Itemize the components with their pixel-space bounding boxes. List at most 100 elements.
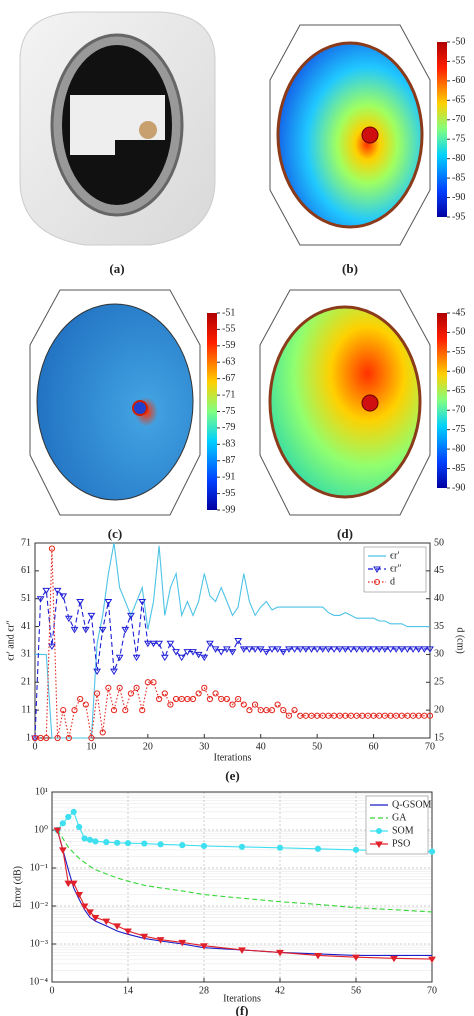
point-marker: [140, 933, 149, 941]
point-marker: [194, 651, 203, 659]
point-marker: [183, 649, 192, 656]
point-marker: [86, 909, 94, 916]
point-marker: [143, 640, 152, 648]
point-marker: [64, 880, 73, 888]
point-marker: [80, 903, 89, 910]
point-marker: [48, 643, 56, 651]
point-marker: [81, 835, 88, 842]
x-tick-label: 50: [312, 741, 322, 752]
point-marker: [76, 599, 85, 606]
x-tick-label: 30: [199, 741, 209, 752]
point-marker: [358, 646, 367, 653]
x-tick-label: 20: [143, 741, 153, 752]
colorbar-label: -75: [452, 424, 465, 435]
colorbar: [207, 313, 217, 510]
x-tick-label: 28: [199, 985, 209, 996]
point-marker: [87, 612, 96, 620]
point-marker: [71, 707, 78, 714]
point-marker: [414, 646, 423, 653]
point-marker: [376, 712, 383, 719]
point-marker: [318, 646, 327, 653]
colorbar-label: -65: [452, 95, 465, 106]
y-tick-label: 10⁻¹: [30, 862, 48, 873]
point-marker: [296, 646, 305, 653]
colorbar-label: -99: [222, 504, 235, 515]
point-marker: [386, 646, 395, 653]
colorbar-label: -55: [222, 324, 235, 335]
point-marker: [364, 646, 372, 653]
point-marker: [200, 943, 208, 950]
colorbar-label: -67: [222, 373, 235, 384]
point-marker: [102, 918, 111, 926]
point-marker: [276, 949, 284, 957]
point-marker: [211, 646, 220, 653]
colorbar-label: -80: [452, 443, 465, 454]
colorbar-label: -59: [222, 340, 235, 351]
point-marker: [53, 827, 62, 834]
point-marker: [403, 646, 412, 653]
colorbar-label: -55: [452, 56, 465, 67]
photo-device: [19, 11, 216, 246]
point-marker: [428, 848, 436, 855]
colorbar-label: -75: [452, 134, 465, 145]
x-tick-label: 60: [369, 741, 379, 752]
point-marker: [48, 545, 56, 552]
point-marker: [113, 923, 122, 930]
field-map-d: [259, 289, 431, 516]
point-marker: [238, 843, 246, 850]
point-marker: [121, 626, 130, 634]
point-marker: [157, 841, 164, 848]
point-marker: [59, 593, 68, 600]
panel-label: (d): [337, 526, 353, 541]
y-tick-label: 1: [26, 732, 31, 743]
point-marker: [217, 649, 226, 656]
panel-label: (b): [342, 261, 358, 276]
point-marker: [156, 695, 163, 703]
y-tick-label: 10⁻²: [30, 900, 48, 911]
point-marker: [352, 646, 361, 653]
point-marker: [262, 649, 271, 656]
point-marker: [58, 847, 67, 854]
colorbar-label: -83: [222, 439, 235, 450]
y-tick-label: 10¹: [35, 786, 48, 797]
colorbar-label: -63: [222, 357, 235, 368]
point-marker: [179, 842, 186, 849]
point-marker: [428, 956, 436, 964]
point-marker: [104, 599, 113, 606]
colorbar-label: -91: [222, 471, 235, 482]
point-marker: [307, 646, 316, 653]
point-marker: [256, 646, 265, 653]
y2-tick-label: 20: [434, 704, 444, 715]
colorbar-label: -45: [452, 307, 465, 318]
legend-marker: [373, 566, 381, 573]
colorbar-label: -80: [452, 153, 465, 164]
point-marker: [114, 839, 121, 846]
colorbar-label: -70: [452, 405, 465, 416]
point-marker: [201, 684, 208, 691]
colorbar: [437, 42, 447, 217]
legend-label: PSO: [392, 838, 410, 849]
point-marker: [245, 646, 254, 653]
point-marker: [426, 646, 434, 653]
y-tick-label: 21: [21, 677, 31, 688]
point-marker: [86, 836, 94, 843]
point-marker: [54, 734, 61, 742]
point-marker: [314, 952, 322, 960]
colorbar-label: -71: [222, 389, 235, 400]
point-marker: [167, 701, 174, 708]
point-marker: [189, 695, 197, 703]
point-marker: [200, 842, 208, 850]
legend-marker: [375, 841, 383, 848]
x-axis-label: Iterations: [214, 752, 252, 763]
point-marker: [64, 615, 73, 623]
y2-tick-label: 40: [434, 593, 444, 604]
point-marker: [290, 646, 299, 653]
legend-marker: [376, 828, 382, 834]
point-marker: [110, 668, 118, 676]
panel-label: (a): [109, 261, 124, 276]
point-marker: [88, 734, 95, 742]
point-marker: [36, 596, 45, 603]
point-marker: [60, 707, 67, 714]
legend-marker: [374, 579, 380, 585]
